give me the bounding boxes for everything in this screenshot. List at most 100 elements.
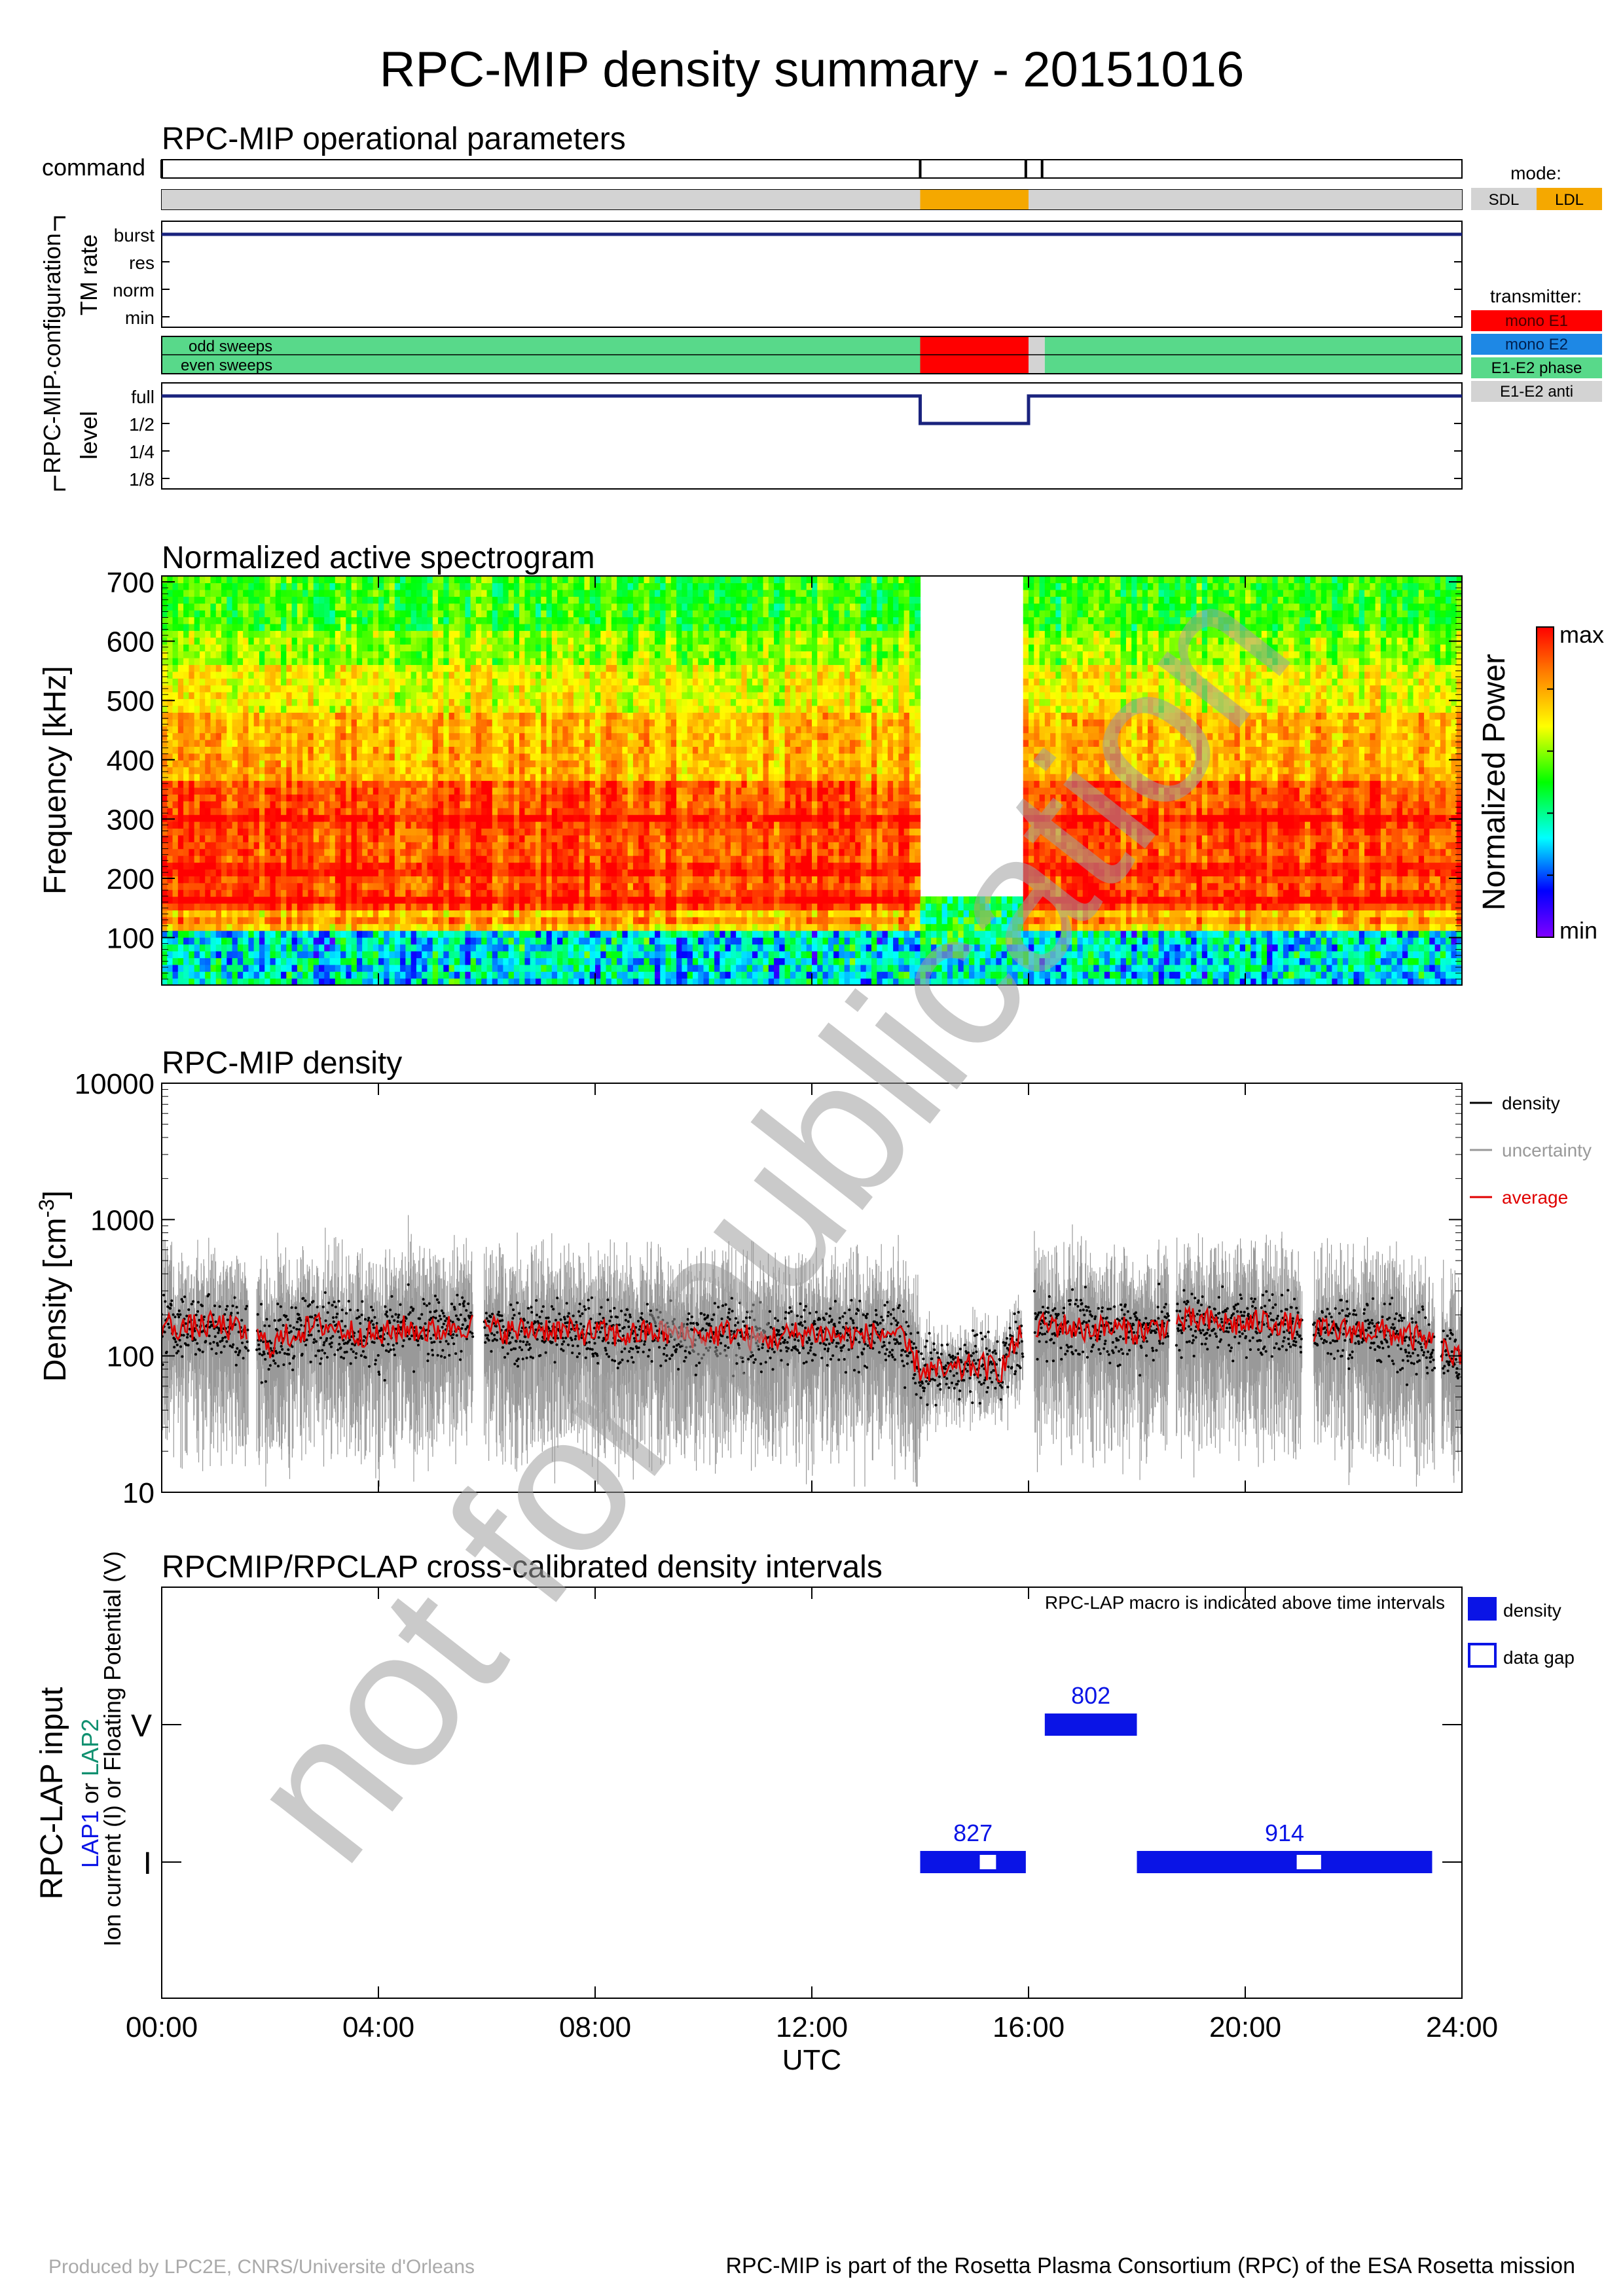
spectrogram-cell — [215, 719, 222, 726]
spectrogram-cell — [291, 658, 298, 666]
spectrogram-cell — [243, 787, 249, 795]
spectrogram-cell — [541, 828, 547, 836]
spectrogram-cell — [535, 808, 541, 816]
spectrogram-cell — [259, 876, 265, 884]
spectrogram-cell — [465, 644, 471, 652]
spectrogram-cell — [308, 596, 314, 604]
spectrogram-cell — [162, 576, 168, 584]
spectrogram-cell — [568, 692, 574, 700]
spectrogram-cell — [454, 800, 460, 808]
spectrogram-cell — [475, 958, 482, 965]
spectrogram-cell — [410, 651, 417, 658]
spectrogram-cell — [291, 855, 298, 863]
spectrogram-cell — [324, 794, 331, 802]
spectrogram-cell — [400, 821, 406, 829]
spectrogram-cell — [237, 889, 244, 897]
spectrogram-cell — [259, 903, 265, 911]
spectrogram-cell — [600, 780, 607, 788]
spectrogram-cell — [557, 698, 563, 706]
spectrogram-cell — [579, 889, 585, 897]
spectrogram-cell — [384, 589, 390, 597]
spectrogram-cell — [492, 651, 498, 658]
spectrogram-cell — [600, 848, 607, 856]
spectrogram-cell — [486, 658, 493, 666]
spectrogram-cell — [551, 896, 558, 904]
spectrogram-cell — [286, 651, 293, 658]
spectrogram-cell — [460, 964, 466, 972]
spectrogram-cell — [215, 896, 222, 904]
spectrogram-cell — [172, 903, 179, 911]
spectrogram-cell — [503, 903, 509, 911]
spectrogram-cell — [508, 896, 515, 904]
spectrogram-cell — [367, 610, 374, 618]
spectrogram-cell — [259, 937, 265, 945]
spectrogram-cell — [443, 944, 450, 952]
spectrogram-cell — [546, 910, 553, 918]
spectrogram-cell — [286, 617, 293, 624]
spectrogram-cell — [470, 610, 477, 618]
spectrogram-cell — [503, 726, 509, 734]
spectrogram-cell — [373, 889, 379, 897]
spectrogram-cell — [302, 726, 309, 734]
spectrogram-cell — [378, 821, 384, 829]
spectrogram-cell — [551, 950, 558, 958]
spectrogram-cell — [329, 658, 336, 666]
spectrogram-cell — [432, 924, 439, 931]
spectrogram-cell — [541, 760, 547, 768]
spectrogram-cell — [400, 848, 406, 856]
spectrogram-cell — [362, 589, 369, 597]
spectrogram-cell — [297, 924, 303, 931]
spectrogram-cell — [557, 685, 563, 692]
spectrogram-cell — [367, 876, 374, 884]
spectrogram-cell — [541, 855, 547, 863]
spectrogram-cell — [394, 705, 401, 713]
spectrogram-cell — [270, 978, 276, 985]
spectrogram-cell — [584, 671, 591, 679]
spectrogram-cell — [394, 760, 401, 768]
spectrogram-cell — [308, 855, 314, 863]
spectrogram-cell — [530, 719, 536, 726]
spectrogram-cell — [448, 644, 455, 652]
spectrogram-cell — [232, 685, 238, 692]
spectrogram-cell — [291, 651, 298, 658]
spectrogram-cell — [205, 610, 211, 618]
spectrogram-cell — [541, 916, 547, 924]
spectrogram-cell — [172, 896, 179, 904]
spectrogram-cell — [486, 964, 493, 972]
spectrogram-cell — [579, 740, 585, 747]
spectrogram-cell — [356, 834, 363, 842]
spectrogram-cell — [394, 712, 401, 720]
spectrogram-cell — [308, 774, 314, 781]
spectrogram-cell — [443, 732, 450, 740]
spectrogram-cell — [460, 692, 466, 700]
spectrogram-cell — [389, 644, 395, 652]
spectrogram-cell — [356, 603, 363, 611]
spectrogram-cell — [335, 712, 341, 720]
spectrogram-cell — [400, 930, 406, 938]
spectrogram-cell — [595, 637, 601, 645]
spectrogram-cell — [367, 644, 374, 652]
spectrogram-cell — [454, 583, 460, 590]
spectrogram-cell — [378, 834, 384, 842]
spectrogram-cell — [275, 944, 282, 952]
spectrogram-cell — [551, 882, 558, 890]
spectrogram-cell — [427, 678, 433, 686]
spectrogram-cell — [573, 698, 579, 706]
spectrogram-cell — [454, 644, 460, 652]
spectrogram-cell — [486, 842, 493, 850]
spectrogram-cell — [378, 964, 384, 972]
spectrogram-cell — [232, 903, 238, 911]
spectrogram-cell — [167, 596, 173, 604]
spectrogram-cell — [568, 774, 574, 781]
spectrogram-cell — [389, 930, 395, 938]
spectrogram-cell — [221, 944, 227, 952]
spectrogram-cell — [427, 671, 433, 679]
spectrogram-cell — [416, 958, 422, 965]
spectrogram-cell — [389, 698, 395, 706]
spectrogram-cell — [324, 685, 331, 692]
spectrogram-cell — [264, 719, 271, 726]
spectrogram-cell — [329, 719, 336, 726]
spectrogram-cell — [448, 740, 455, 747]
spectrogram-cell — [460, 671, 466, 679]
spectrogram-cell — [579, 671, 585, 679]
